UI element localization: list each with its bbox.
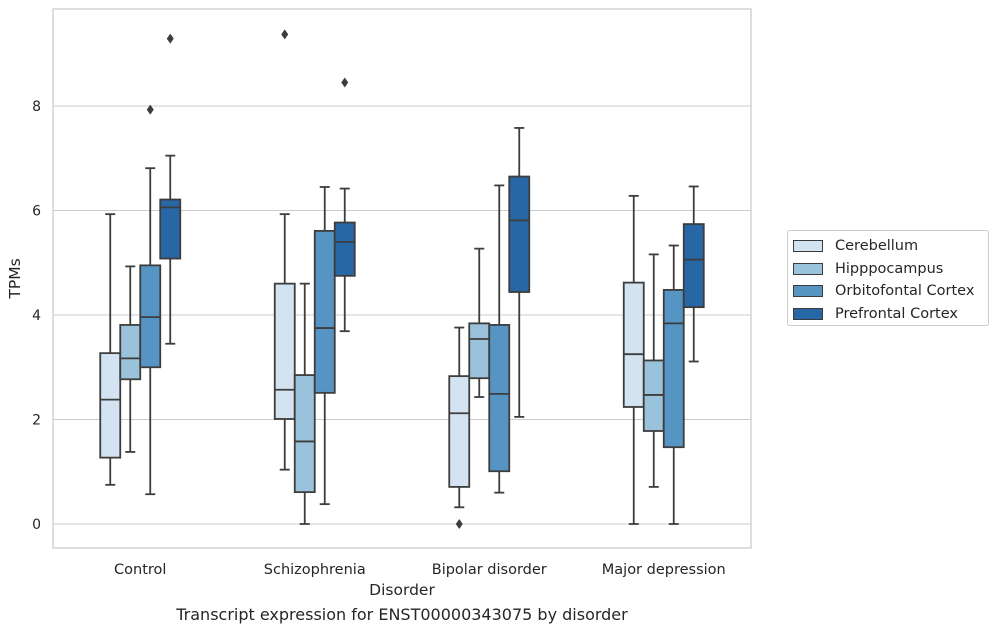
chart-caption: Transcript expression for ENST0000034307…: [176, 605, 628, 624]
box-prefrontal-cortex: [682, 223, 705, 309]
legend-swatch: [793, 307, 823, 320]
legend-item: Orbitofontal Cortex: [792, 280, 988, 303]
box-prefrontal-cortex: [159, 198, 182, 260]
box-hipppocampus: [468, 322, 491, 380]
box-cerebellum: [622, 281, 645, 408]
box-cerebellum: [448, 375, 471, 488]
box-prefrontal-cortex: [333, 221, 356, 277]
outlier-point: [166, 33, 174, 44]
outlier-point: [455, 519, 463, 529]
box-cerebellum: [273, 282, 296, 420]
legend-swatch: [793, 240, 823, 253]
legend-label: Prefrontal Cortex: [835, 305, 958, 322]
legend-label: Cerebellum: [835, 238, 919, 255]
box-prefrontal-cortex: [508, 175, 531, 293]
box-orbitofontal-cortex: [488, 324, 511, 473]
y-tick-label: 8: [32, 99, 41, 115]
box-hipppocampus: [119, 324, 142, 381]
x-axis-label: Disorder: [369, 581, 435, 599]
legend-item: Cerebellum: [792, 235, 988, 258]
legend-label: Orbitofontal Cortex: [835, 283, 975, 300]
legend-item: Prefrontal Cortex: [792, 303, 988, 326]
outlier-point: [281, 29, 289, 40]
x-tick-label: Major depression: [602, 562, 726, 578]
x-tick-label: Schizophrenia: [264, 562, 366, 578]
plot-frame: [52, 8, 752, 549]
legend-swatch: [793, 262, 823, 275]
legend-item: Hipppocampus: [792, 258, 988, 281]
outlier-point: [146, 104, 154, 115]
box-orbitofontal-cortex: [313, 229, 336, 394]
box-cerebellum: [99, 352, 122, 459]
x-tick-label: Control: [114, 562, 166, 578]
x-tick-label: Bipolar disorder: [432, 562, 547, 578]
y-tick-label: 4: [32, 308, 41, 324]
legend: Cerebellum Hipppocampus Orbitofontal Corte…: [787, 230, 989, 326]
box-hipppocampus: [293, 374, 316, 494]
y-tick-label: 2: [32, 413, 41, 429]
legend-swatch: [793, 285, 823, 298]
y-axis-label: TPMs: [6, 258, 24, 299]
y-tick-label: 6: [32, 204, 41, 220]
box-orbitofontal-cortex: [662, 289, 685, 449]
outlier-point: [341, 77, 349, 88]
legend-label: Hipppocampus: [835, 260, 944, 277]
y-tick-label: 0: [32, 517, 41, 533]
